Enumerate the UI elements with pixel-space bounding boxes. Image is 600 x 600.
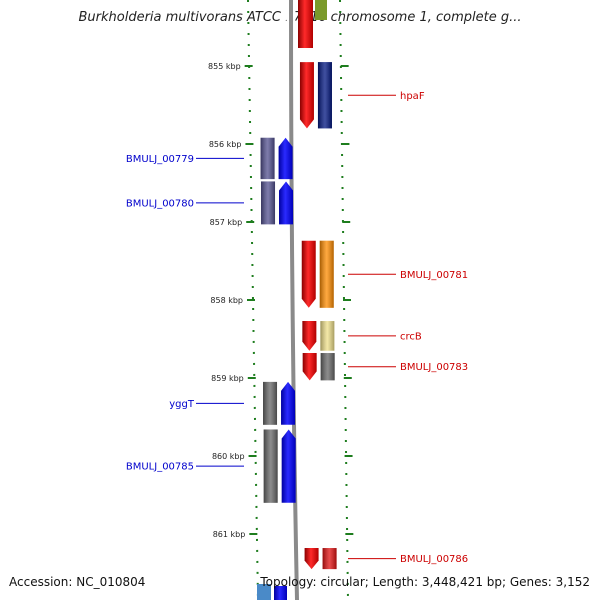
gene-label-hpaf[interactable]: hpaF bbox=[400, 91, 425, 102]
gene-category-shade bbox=[261, 181, 276, 225]
gene-arrow-yggt[interactable] bbox=[281, 381, 296, 425]
gene-label-crcb[interactable]: crcB bbox=[400, 331, 422, 342]
accession-text: Accession: NC_010804 bbox=[9, 575, 146, 589]
gene-arrow-bmulj-00785[interactable] bbox=[281, 429, 296, 503]
gene-label-bmulj-00785[interactable]: BMULJ_00785 bbox=[126, 462, 194, 473]
gene-arrow-bmulj-00780[interactable] bbox=[279, 181, 294, 225]
scale-tick-label: 858 kbp bbox=[210, 296, 243, 305]
feature-partial-bottom-blue[interactable] bbox=[274, 586, 287, 600]
gene-category-shade bbox=[320, 353, 335, 381]
gene-label-bmulj-00781[interactable]: BMULJ_00781 bbox=[400, 270, 468, 281]
scale-track-right bbox=[339, 0, 349, 600]
gene-arrow-bmulj-00779[interactable] bbox=[278, 137, 293, 180]
gene-label-bmulj-00779[interactable]: BMULJ_00779 bbox=[126, 154, 194, 165]
gene-arrow-bmulj-00786[interactable] bbox=[304, 548, 319, 570]
gene-category-shade bbox=[322, 548, 337, 570]
gene-label-bmulj-00786[interactable]: BMULJ_00786 bbox=[400, 554, 468, 565]
scale-tick-label: 855 kbp bbox=[208, 62, 241, 71]
gene-label-bmulj-00780[interactable]: BMULJ_00780 bbox=[126, 198, 194, 209]
gene-arrow-hpaf[interactable] bbox=[299, 62, 314, 129]
scale-tick-label: 857 kbp bbox=[210, 218, 243, 227]
gene-category-shade bbox=[263, 429, 278, 503]
gene-category-shade bbox=[263, 381, 278, 425]
gene-arrow-crcb[interactable] bbox=[302, 321, 317, 351]
gene-label-bmulj-00783[interactable]: BMULJ_00783 bbox=[400, 362, 468, 373]
topology-summary-text: Topology: circular; Length: 3,448,421 bp… bbox=[260, 575, 590, 589]
scale-track-left bbox=[247, 0, 259, 600]
scale-tick-label: 860 kbp bbox=[212, 452, 245, 461]
gene-label-yggt[interactable]: yggT bbox=[169, 399, 195, 410]
gene-category-shade bbox=[260, 137, 275, 180]
feature-partial-top-red[interactable] bbox=[298, 0, 313, 48]
gene-arrow-bmulj-00783[interactable] bbox=[302, 353, 317, 381]
chromosome-backbone-line bbox=[289, 0, 299, 600]
feature-partial-bottom-lightblue[interactable] bbox=[257, 584, 271, 600]
gene-category-shade bbox=[317, 62, 332, 129]
scale-tick-label: 861 kbp bbox=[213, 530, 246, 539]
feature-partial-top-olive[interactable] bbox=[315, 0, 327, 20]
scale-tick-label: 856 kbp bbox=[209, 140, 242, 149]
gene-category-shade bbox=[320, 321, 335, 351]
scale-tick-label: 859 kbp bbox=[211, 374, 244, 383]
gene-category-shade bbox=[319, 240, 334, 308]
gene-arrow-bmulj-00781[interactable] bbox=[301, 240, 316, 308]
